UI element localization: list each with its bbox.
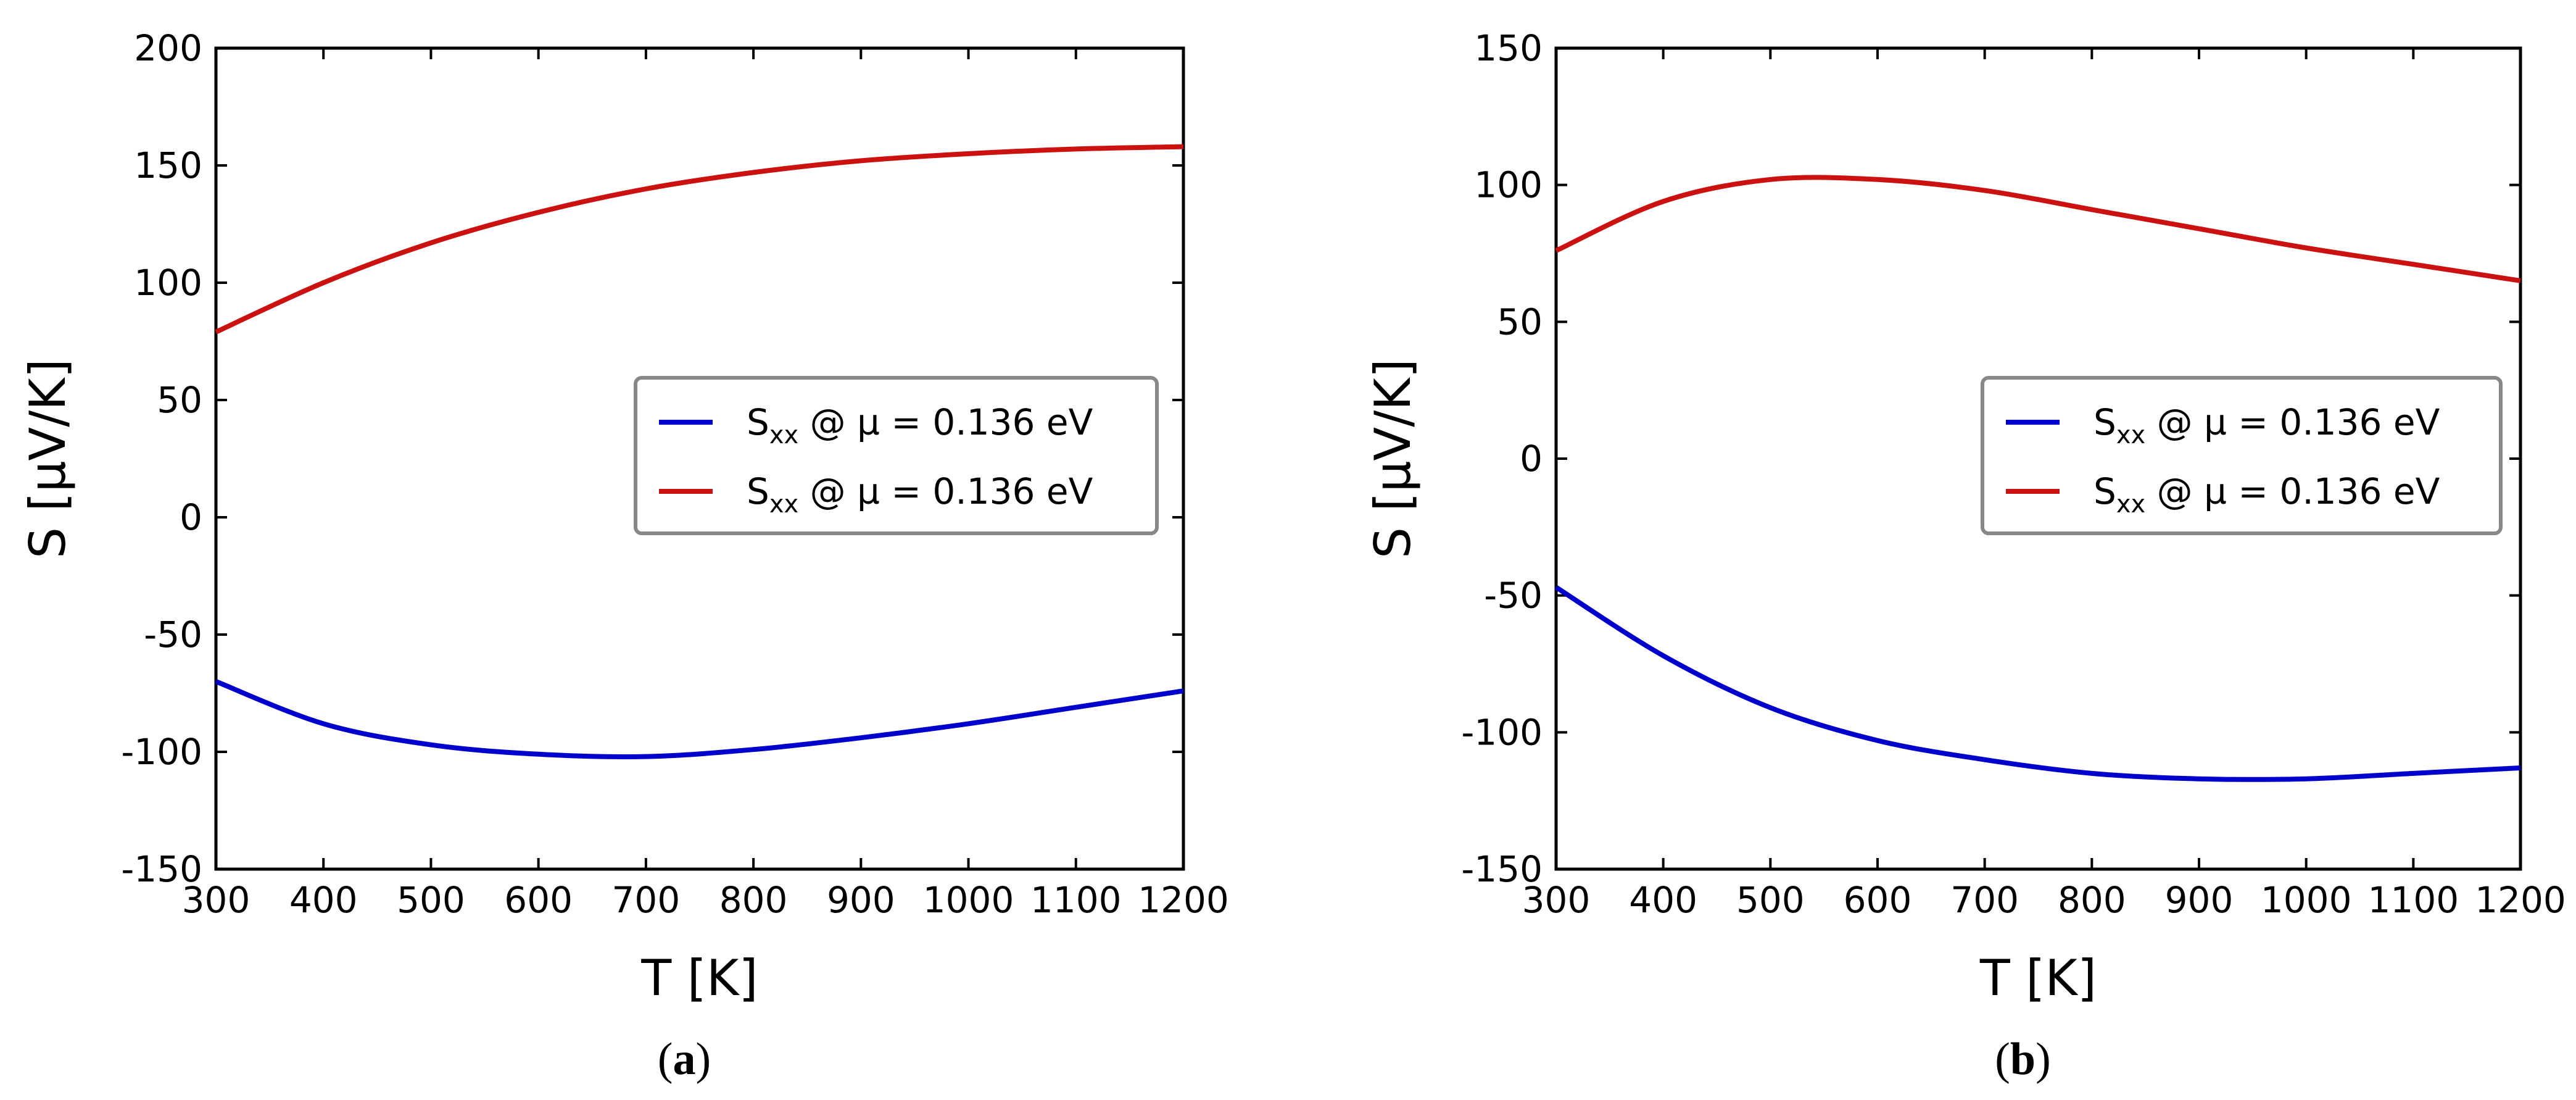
y-tick-label: 50	[157, 379, 202, 421]
panel-caption: (a)	[658, 1034, 711, 1085]
x-tick-label: 400	[1629, 879, 1697, 921]
legend: Sxx @ µ = 0.136 eV Sxx @ µ = 0.136 eV	[634, 376, 1159, 535]
legend: Sxx @ µ = 0.136 eV Sxx @ µ = 0.136 eV	[1981, 376, 2503, 535]
y-tick-label: 150	[134, 144, 202, 186]
y-tick-label: 50	[1497, 301, 1543, 343]
series-line-0	[215, 679, 1184, 759]
y-tick-label: 200	[134, 27, 202, 69]
y-tick-label: 100	[134, 262, 202, 304]
x-tick-label: 700	[1950, 879, 2019, 921]
x-tick-label: 800	[2058, 879, 2126, 921]
x-axis-title: T [K]	[640, 949, 758, 1007]
plot-frame	[214, 46, 1185, 871]
legend-box	[634, 376, 1159, 535]
x-tick-label: 900	[827, 879, 895, 921]
x-axis-title: T [K]	[1979, 949, 2097, 1007]
x-tick-label: 1200	[1138, 879, 1229, 921]
x-tick-label: 1100	[2368, 879, 2459, 921]
y-tick-label: -150	[1461, 848, 1543, 890]
x-tick-label: 600	[504, 879, 573, 921]
y-tick-label: 150	[1474, 27, 1543, 69]
y-tick-label: 0	[1520, 438, 1543, 480]
y-tick-label: -50	[1484, 575, 1543, 617]
y-tick-label: -50	[144, 614, 202, 656]
chart-panel-a: 300 400 500 600 700 800 900 1000 1100 1200-150-10…	[19, 27, 1229, 1085]
y-tick-label: 0	[180, 496, 202, 538]
y-axis-title: S [µV/K]	[19, 359, 77, 559]
x-tick-label: 500	[1736, 879, 1805, 921]
x-tick-label: 600	[1844, 879, 1912, 921]
panel-caption: (b)	[1995, 1034, 2050, 1085]
chart-panel-b: 300 400 500 600 700 800 900 1000 1100 1200-150-10…	[1364, 27, 2566, 1085]
x-tick-label: 800	[719, 879, 788, 921]
x-tick-label: 400	[289, 879, 358, 921]
legend-label-0: Sxx @ µ = 0.136 eV	[2094, 401, 2440, 449]
x-tick-label: 1100	[1030, 879, 1122, 921]
y-tick-label: -100	[1461, 711, 1543, 753]
y-tick-label: -150	[121, 848, 202, 890]
series-line-0	[1554, 585, 2521, 782]
x-tick-label: 900	[2165, 879, 2234, 921]
x-tick-label: 300	[182, 879, 251, 921]
x-tick-label: 700	[612, 879, 681, 921]
x-tick-label: 1000	[2261, 879, 2352, 921]
x-tick-label: 500	[397, 879, 465, 921]
legend-label-0: Sxx @ µ = 0.136 eV	[747, 401, 1093, 449]
legend-box	[1981, 376, 2503, 535]
x-tick-label: 1000	[923, 879, 1014, 921]
x-tick-label: 1200	[2475, 879, 2566, 921]
y-axis-title: S [µV/K]	[1364, 359, 1422, 559]
legend-label-1: Sxx @ µ = 0.136 eV	[2094, 470, 2440, 519]
series-line-1	[1555, 175, 2521, 283]
series-line-1	[215, 144, 1184, 335]
y-tick-label: 100	[1474, 164, 1543, 206]
y-tick-label: -100	[121, 731, 202, 773]
legend-label-1: Sxx @ µ = 0.136 eV	[747, 470, 1093, 519]
x-tick-label: 300	[1522, 879, 1591, 921]
